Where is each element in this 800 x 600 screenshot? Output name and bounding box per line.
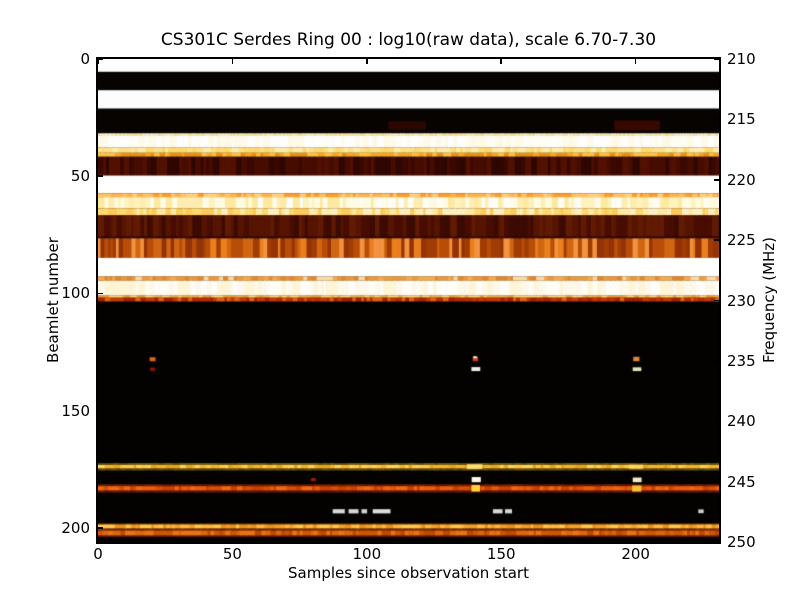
- y-tick-label-freq: 220: [727, 170, 756, 189]
- tick-mark: [98, 292, 103, 295]
- tick-mark: [98, 527, 103, 529]
- tick-mark: [366, 537, 368, 542]
- heatmap-canvas: [98, 59, 719, 542]
- tick-mark: [231, 537, 234, 542]
- tick-mark: [714, 239, 719, 241]
- tick-mark: [714, 118, 719, 121]
- tick-mark: [714, 58, 719, 60]
- tick-mark: [634, 59, 637, 64]
- tick-mark: [97, 537, 99, 542]
- tick-mark: [714, 360, 719, 362]
- tick-mark: [714, 179, 719, 181]
- tick-mark: [97, 59, 99, 64]
- y-tick-label-beamlet: 50: [70, 167, 90, 186]
- y-tick-label-beamlet: 100: [61, 284, 90, 303]
- y-tick-label-freq: 235: [727, 351, 756, 370]
- y-tick-label-beamlet: 200: [61, 518, 90, 537]
- y-tick-label-beamlet: 0: [80, 50, 90, 68]
- tick-mark: [98, 175, 103, 177]
- x-tick-label: 0: [93, 545, 103, 563]
- y-tick-label-freq: 245: [727, 472, 756, 491]
- plot-title: CS301C Serdes Ring 00 : log10(raw data),…: [160, 30, 657, 50]
- tick-mark: [500, 59, 502, 64]
- y-tick-label-freq: 225: [727, 231, 756, 250]
- x-tick-label: 50: [222, 545, 242, 563]
- y-tick-label-freq: 230: [727, 291, 756, 310]
- tick-mark: [714, 299, 719, 302]
- x-tick-label: 100: [352, 545, 382, 563]
- x-tick-label: 150: [486, 545, 516, 563]
- tick-mark: [98, 409, 103, 412]
- x-tick-label: 200: [621, 545, 650, 563]
- y-tick-label-freq: 215: [727, 110, 756, 129]
- y-tick-label-freq: 240: [727, 412, 756, 431]
- y-tick-label-beamlet: 150: [61, 401, 90, 420]
- tick-mark: [714, 420, 719, 422]
- tick-mark: [500, 537, 502, 542]
- tick-mark: [98, 58, 103, 60]
- tick-mark: [714, 480, 719, 483]
- y-tick-label-freq: 250: [727, 533, 756, 551]
- tick-mark: [634, 537, 637, 542]
- x-axis-label: Samples since observation start: [288, 564, 529, 582]
- y-tick-label-freq: 210: [727, 50, 756, 68]
- tick-mark: [231, 59, 234, 64]
- tick-mark: [714, 541, 719, 543]
- tick-mark: [366, 59, 368, 64]
